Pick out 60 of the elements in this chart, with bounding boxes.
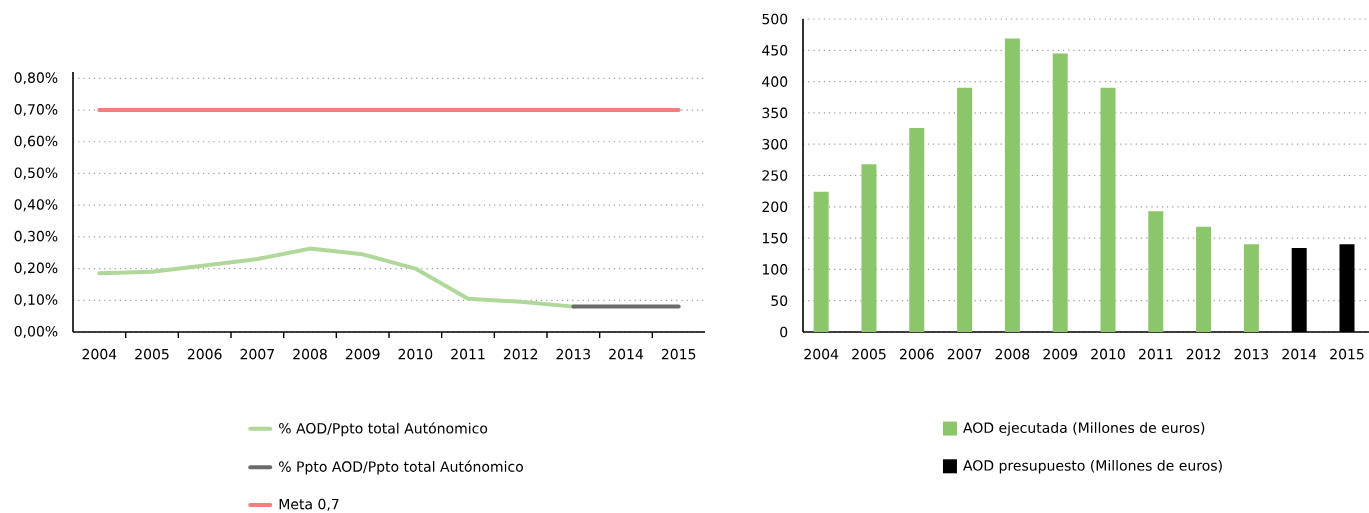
y-tick-label: 0 — [780, 326, 788, 338]
bar — [909, 127, 925, 332]
x-tick-label: 2013 — [1234, 348, 1269, 360]
x-tick-label: 2004 — [82, 348, 117, 360]
x-tick-label: 2008 — [995, 348, 1030, 360]
x-tick-label: 2011 — [1139, 348, 1173, 360]
y-tick-label: 0,30% — [14, 230, 58, 243]
y-tick-label: 0,70% — [14, 104, 58, 117]
y-tick-label: 0,00% — [14, 325, 58, 338]
x-tick-label: 2005 — [852, 348, 886, 360]
x-tick-label: 2015 — [661, 348, 696, 360]
y-tick-label: 500 — [762, 13, 788, 25]
y-tick-label: 450 — [762, 44, 788, 56]
bar — [1196, 226, 1212, 332]
x-tick-label: 2014 — [1282, 348, 1317, 360]
y-tick-label: 150 — [762, 232, 788, 244]
x-tick-label: 2009 — [1043, 348, 1077, 360]
y-tick-label: 100 — [762, 264, 788, 275]
x-tick-label: 2011 — [451, 348, 485, 360]
x-tick-label: 2010 — [1091, 348, 1125, 360]
x-tick-label: 2014 — [609, 348, 644, 360]
x-tick-label: 2007 — [240, 348, 274, 360]
legend-label: % AOD/Ppto total Autónomico — [279, 422, 488, 437]
x-tick-label: 2006 — [899, 348, 934, 360]
line-series — [97, 246, 576, 309]
y-tick-label: 0,50% — [14, 167, 58, 180]
bar — [1052, 53, 1068, 332]
bar — [1100, 87, 1116, 332]
legend-label: Meta 0,7 — [279, 498, 339, 511]
y-tick-label: 350 — [762, 107, 788, 119]
y-tick-label: 50 — [771, 295, 788, 306]
y-tick-label: 0,10% — [14, 294, 58, 307]
y-tick-label: 0,20% — [14, 262, 58, 275]
x-tick-label: 2006 — [187, 348, 222, 360]
y-tick-label: 250 — [762, 170, 788, 181]
legend-label: AOD presupuesto (Millones de euros) — [963, 459, 1222, 474]
y-tick-label: 200 — [762, 201, 788, 213]
x-tick-label: 2015 — [1330, 348, 1364, 360]
x-tick-label: 2008 — [293, 348, 327, 360]
legend-label: % Ppto AOD/Ppto total Autónomico — [279, 460, 523, 475]
bar — [861, 164, 877, 332]
y-tick-label: 0,80% — [14, 72, 58, 85]
bar — [1148, 211, 1164, 332]
x-tick-label: 2005 — [135, 348, 169, 360]
y-tick-label: 400 — [762, 76, 788, 87]
x-tick-label: 2012 — [1186, 348, 1221, 360]
bar — [813, 191, 829, 332]
y-tick-label: 0,40% — [14, 199, 58, 212]
y-tick-label: 0,60% — [14, 135, 58, 148]
x-tick-label: 2007 — [947, 348, 982, 360]
y-tick-label: 300 — [762, 138, 788, 150]
x-tick-label: 2009 — [345, 348, 380, 360]
bar — [1004, 38, 1020, 332]
x-tick-label: 2012 — [503, 348, 538, 360]
legend-label: AOD ejecutada (Millones de euros) — [963, 422, 1205, 436]
x-tick-label: 2004 — [804, 348, 839, 360]
bar — [1243, 244, 1259, 332]
x-tick-label: 2010 — [398, 348, 433, 360]
bar — [957, 87, 973, 332]
x-tick-label: 2013 — [556, 348, 591, 360]
